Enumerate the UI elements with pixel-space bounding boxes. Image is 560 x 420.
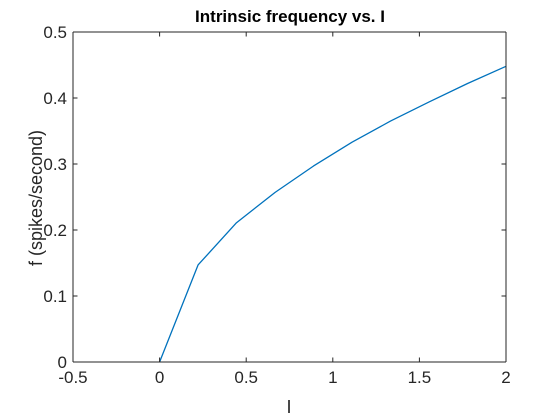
y-tick-label: 0.4 — [43, 89, 67, 108]
x-tick-label: 1.5 — [408, 368, 432, 387]
x-axis-label: I — [286, 397, 291, 417]
y-tick-label: 0.3 — [43, 155, 67, 174]
series-layer — [158, 65, 507, 363]
y-tick-label: 0.2 — [43, 221, 67, 240]
x-tick-label: 0.5 — [234, 368, 258, 387]
x-tick-label: 1 — [328, 368, 337, 387]
x-tick-label: 0 — [155, 368, 164, 387]
series-line-0 — [158, 65, 507, 363]
x-tick-label: 2 — [501, 368, 510, 387]
y-tick-label: 0.5 — [43, 23, 67, 42]
chart-title: Intrinsic frequency vs. I — [195, 7, 385, 26]
plot-area — [73, 32, 506, 362]
y-tick-label: 0.1 — [43, 287, 67, 306]
x-tick-label: -0.5 — [58, 368, 87, 387]
y-tick-label: 0 — [58, 353, 67, 372]
axes-layer: -0.5 0 0.5 1 1.5 200.10.20.30.40.5 — [43, 23, 510, 387]
y-axis-label: f (spikes/second) — [26, 130, 46, 266]
